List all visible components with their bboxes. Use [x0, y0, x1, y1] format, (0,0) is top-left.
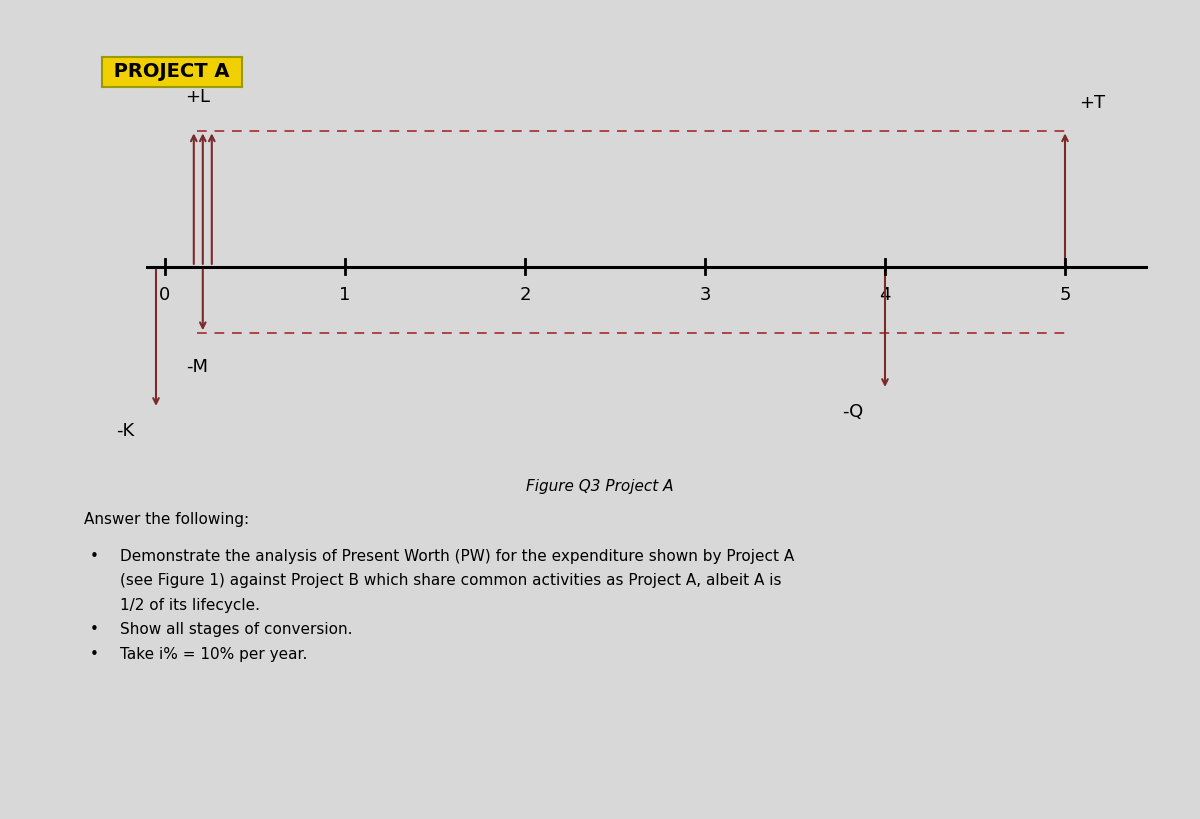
- Text: Show all stages of conversion.: Show all stages of conversion.: [120, 622, 353, 637]
- Text: •: •: [90, 647, 98, 662]
- Text: +T: +T: [1080, 93, 1105, 111]
- Text: 0: 0: [160, 286, 170, 304]
- Text: Take i% = 10% per year.: Take i% = 10% per year.: [120, 647, 307, 662]
- Text: 1/2 of its lifecycle.: 1/2 of its lifecycle.: [120, 598, 260, 613]
- Text: 5: 5: [1060, 286, 1070, 304]
- Text: Demonstrate the analysis of Present Worth (PW) for the expenditure shown by Proj: Demonstrate the analysis of Present Wort…: [120, 549, 794, 563]
- Text: 3: 3: [700, 286, 710, 304]
- Text: Figure Q3 Project A: Figure Q3 Project A: [527, 479, 673, 494]
- Text: -K: -K: [116, 422, 134, 440]
- Text: 4: 4: [880, 286, 890, 304]
- Text: -Q: -Q: [842, 403, 863, 421]
- Text: (see Figure 1) against Project B which share common activities as Project A, alb: (see Figure 1) against Project B which s…: [120, 573, 781, 588]
- Text: +L: +L: [185, 88, 210, 106]
- Text: PROJECT A: PROJECT A: [108, 62, 236, 81]
- Text: Answer the following:: Answer the following:: [84, 512, 250, 527]
- Text: •: •: [90, 549, 98, 563]
- Text: 2: 2: [520, 286, 530, 304]
- Text: 1: 1: [340, 286, 350, 304]
- Text: •: •: [90, 622, 98, 637]
- Text: -M: -M: [186, 358, 209, 376]
